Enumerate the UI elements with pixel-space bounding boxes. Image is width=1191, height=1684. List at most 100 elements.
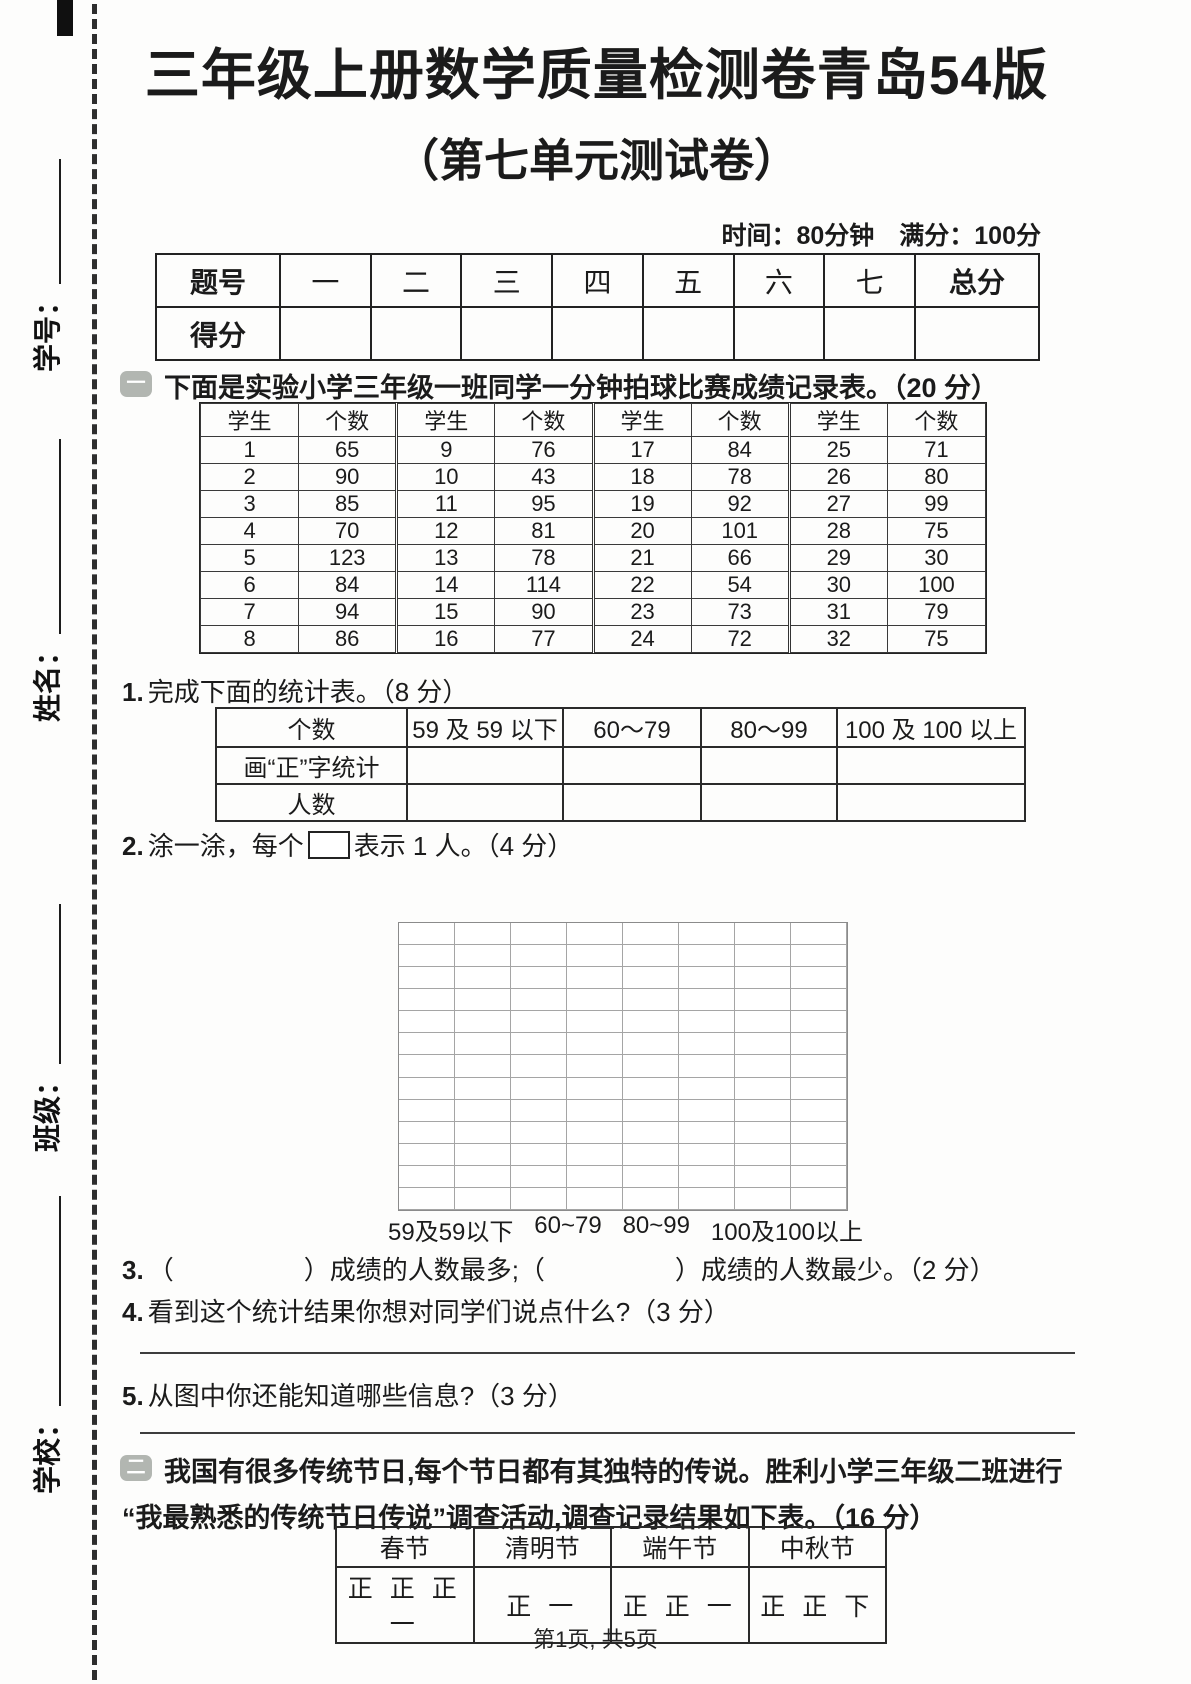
record-data-cell: 75 [886, 625, 987, 653]
record-data-cell: 78 [690, 463, 791, 491]
score-header-cell: 七 [823, 253, 916, 308]
record-data-cell: 21 [592, 544, 692, 572]
grid-cell [511, 923, 567, 946]
grid-cell [623, 923, 679, 946]
ball-bounce-record-table: 学生 个数 学生 个数 学生 个数 学生 个数 1 65 9 76 17 84 25 71 2 90 10 43 18 7… [199, 402, 987, 654]
class-field: 班级： [26, 903, 66, 1152]
grid-cell [399, 1099, 455, 1122]
tally-row-label: 画“正”字统计 [215, 746, 408, 785]
record-data-row: 8 86 16 77 24 72 32 75 [199, 625, 987, 653]
grid-cell [735, 945, 791, 968]
print-registration-mark [57, 0, 73, 36]
score-blank-cell [641, 306, 735, 361]
record-header-cell: 学生 [396, 403, 496, 437]
record-data-cell: 95 [494, 490, 595, 518]
record-header-row: 学生 个数 学生 个数 学生 个数 学生 个数 [199, 403, 987, 437]
record-data-cell: 94 [298, 598, 399, 626]
record-data-cell: 30 [886, 544, 987, 572]
record-data-cell: 12 [396, 517, 496, 545]
grid-cell [623, 1187, 679, 1210]
score-blank-cell [732, 306, 826, 361]
grid-cell [623, 1099, 679, 1122]
grid-cell [455, 923, 511, 946]
grid-cell [623, 1077, 679, 1100]
grid-cell [735, 1055, 791, 1078]
grid-cell [623, 967, 679, 990]
score-table-header-row: 题号一二三四五六七总分 [155, 253, 1040, 308]
festival-tally-cell: 正 正 下 [747, 1566, 887, 1644]
question-3: 3. （ ）成绩的人数最多;（ ）成绩的人数最少。（2 分） [122, 1250, 996, 1287]
record-header-cell: 学生 [788, 403, 888, 437]
grid-cell [791, 1011, 847, 1034]
festival-header-row: 春节 清明节 端午节 中秋节 [335, 1526, 887, 1568]
class-label: 班级： [32, 1067, 63, 1152]
festival-survey-table: 春节 清明节 端午节 中秋节 正 正 正 一 正 一 正 正 一 正 正 下 [335, 1526, 887, 1644]
question-3-number: 3. [122, 1255, 144, 1285]
grid-cell [567, 1099, 623, 1122]
tally-blank-cell [562, 746, 702, 785]
school-blank-line [31, 1195, 61, 1406]
grid-cell [399, 967, 455, 990]
record-data-cell: 76 [494, 436, 595, 464]
grid-cell [735, 1165, 791, 1188]
grid-cell [679, 1143, 735, 1166]
axis-label: 60~79 [534, 1212, 602, 1239]
grid-cell [735, 923, 791, 946]
score-blank-cell [460, 306, 554, 361]
count-blank-cell [406, 783, 564, 822]
question-4: 4. 看到这个统计结果你想对同学们说点什么?（3 分） [122, 1292, 730, 1329]
record-data-row: 3 85 11 95 19 92 27 99 [199, 490, 987, 518]
record-data-cell: 85 [298, 490, 399, 518]
stats-header-cell: 100 及 100 以上 [836, 707, 1026, 748]
record-data-cell: 114 [494, 571, 595, 599]
grid-cell [735, 1121, 791, 1144]
grid-cell [567, 1143, 623, 1166]
question-5-number: 5. [122, 1381, 144, 1411]
coloring-grid [398, 922, 848, 1211]
answer-line [140, 1352, 1075, 1354]
grid-cell [511, 1187, 567, 1210]
record-data-cell: 71 [886, 436, 987, 464]
grid-cell [455, 1165, 511, 1188]
record-data-cell: 30 [788, 571, 888, 599]
grid-cell [735, 1187, 791, 1210]
record-data-cell: 27 [788, 490, 888, 518]
grid-cell [455, 1011, 511, 1034]
grid-cell [399, 1121, 455, 1144]
record-data-row: 6 84 14 114 22 54 30 100 [199, 571, 987, 599]
grid-cell [511, 1143, 567, 1166]
grid-cell [791, 945, 847, 968]
count-blank-cell [562, 783, 702, 822]
grid-cell [567, 989, 623, 1012]
grid-cell [511, 1165, 567, 1188]
grid-cell [791, 1121, 847, 1144]
grid-cell [455, 945, 511, 968]
grid-cell [623, 1033, 679, 1056]
grid-cell [623, 1143, 679, 1166]
record-data-cell: 100 [886, 571, 987, 599]
grid-cell [567, 1165, 623, 1188]
seal-dashed-line [92, 4, 97, 1680]
question-3-text: （ ）成绩的人数最多;（ ）成绩的人数最少。（2 分） [147, 1255, 996, 1285]
score-table: 题号一二三四五六七总分 得分 [155, 253, 1040, 361]
record-data-cell: 101 [690, 517, 791, 545]
record-data-cell: 84 [298, 571, 399, 599]
section-2-badge: 二 [120, 1455, 152, 1481]
axis-label: 80~99 [622, 1212, 690, 1239]
record-data-cell: 31 [788, 598, 888, 626]
grid-cell [455, 967, 511, 990]
grid-cell [679, 1187, 735, 1210]
grid-cell [511, 1121, 567, 1144]
festival-tally-row: 正 正 正 一 正 一 正 正 一 正 正 下 [335, 1566, 887, 1644]
record-data-cell: 80 [886, 463, 987, 491]
score-header-cell: 三 [460, 253, 554, 308]
grid-cell [679, 1055, 735, 1078]
grid-cell [679, 1121, 735, 1144]
page-number-footer: 第1页, 共5页 [533, 1627, 658, 1652]
grid-cell [791, 1077, 847, 1100]
grid-cell [511, 967, 567, 990]
grid-cell [623, 1121, 679, 1144]
question-2-text-after: 表示 1 人。（4 分） [353, 831, 574, 861]
question-2: 2. 涂一涂，每个 表示 1 人。（4 分） [122, 826, 573, 863]
